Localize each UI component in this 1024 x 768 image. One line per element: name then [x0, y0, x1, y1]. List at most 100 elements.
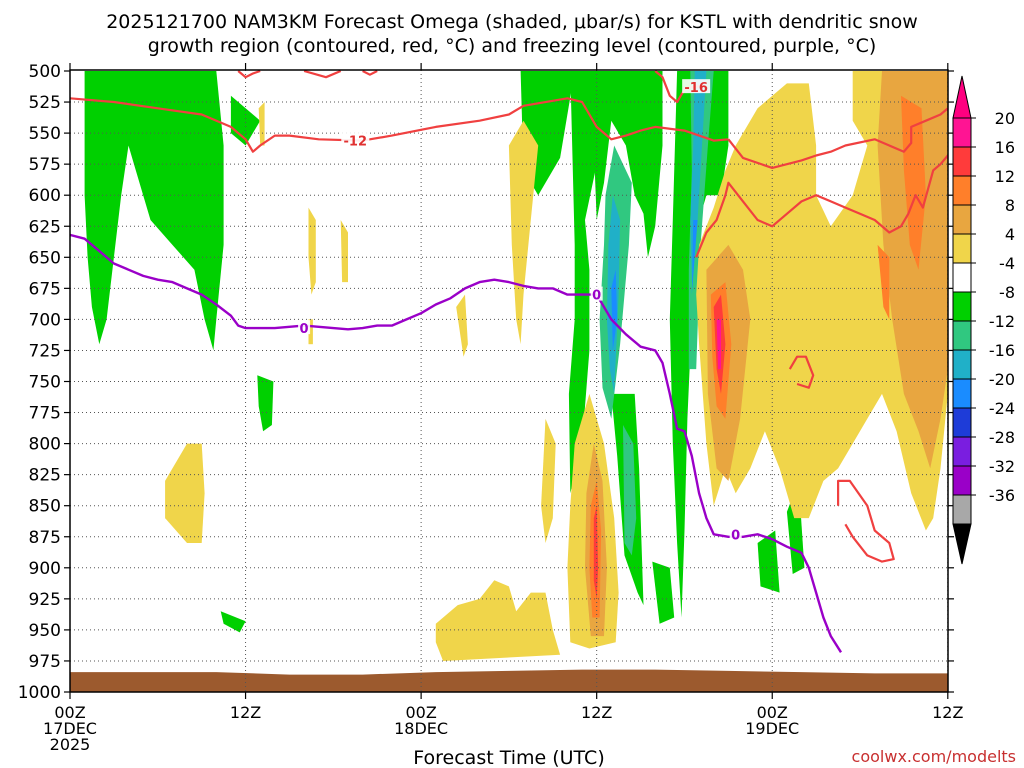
omega-region-16 [669, 71, 729, 618]
omega-region-1 [113, 71, 224, 351]
dendritic-contour-6 [695, 154, 948, 258]
colorbar-bin-5 [952, 262, 972, 293]
x-tick-label: 00Z [405, 703, 436, 722]
y-tick-label: 600 [29, 186, 61, 206]
y-tick-label: 1000 [18, 683, 61, 703]
colorbar-bin-0 [952, 117, 972, 148]
omega-region-4 [220, 611, 246, 633]
omega-region-40 [165, 443, 205, 543]
x-tick-label: 12Z [230, 703, 261, 722]
dendritic-contour-7 [788, 355, 815, 389]
credit-text: coolwx.com/modelts [852, 747, 1016, 766]
omega-region-37 [340, 220, 348, 283]
colorbar-bin-10 [952, 407, 972, 438]
omega-region-34 [435, 580, 561, 661]
y-tick-label: 625 [29, 217, 61, 237]
dendritic-contour-3 [303, 70, 342, 79]
x-axis-label: Forecast Time (UTC) [413, 747, 604, 768]
colorbar-bin-9 [952, 378, 972, 409]
y-tick-label: 775 [29, 404, 61, 424]
y-tick-label: 550 [29, 124, 61, 144]
y-tick-label: 675 [29, 279, 61, 299]
y-tick-label: 875 [29, 528, 61, 548]
contour-label-bg [682, 79, 711, 94]
colorbar-top-arrow [952, 75, 972, 119]
freezing-label-bg [298, 320, 311, 335]
dendritic-contour-5 [727, 107, 948, 169]
omega-region-24 [877, 244, 890, 320]
colorbar-label: 16 [995, 138, 1015, 157]
colorbar-label: 20 [995, 109, 1015, 128]
omega-region-33 [593, 505, 599, 599]
y-tick-label: 800 [29, 435, 61, 455]
y-tick-label: 650 [29, 248, 61, 268]
colorbar-label: -4 [999, 254, 1015, 273]
colorbar-bin-4 [952, 233, 972, 264]
colorbar: 20 16 12 8 4 -4 -8 -12 -16 -20 -24 -28 -32 -36 [952, 75, 1015, 565]
chart-title-line2: growth region (contoured, red, °C) and f… [148, 35, 877, 57]
colorbar-bin-2 [952, 175, 972, 206]
freezing-label-bg [590, 286, 603, 301]
colorbar-label: 8 [1005, 196, 1015, 215]
colorbar-bin-6 [952, 291, 972, 322]
colorbar-label: 12 [995, 167, 1015, 186]
omega-region-36 [308, 207, 316, 295]
x-tick-label: 17DEC [43, 719, 97, 738]
x-tick-label: 12Z [581, 703, 612, 722]
y-tick-label: 925 [29, 590, 61, 610]
y-tick-label: 900 [29, 559, 61, 579]
x-tick-label: 18DEC [394, 719, 448, 738]
y-tick-label: 950 [29, 621, 61, 641]
colorbar-label: -36 [989, 486, 1015, 505]
y-tick-label: 850 [29, 497, 61, 517]
colorbar-bin-11 [952, 436, 972, 467]
omega-region-7 [589, 71, 663, 258]
omega-region-28 [508, 120, 539, 345]
contour-label: -12 [344, 135, 368, 150]
y-axis: 500 525 550 575 600 625 650 675 700 725 750 775 800 8… [18, 62, 954, 703]
dendritic-contour-8 [836, 479, 895, 563]
contour-label: -16 [684, 81, 708, 96]
dendritic-contour-4 [362, 70, 378, 76]
freezing-label: 0 [731, 528, 740, 543]
surface-terrain [70, 669, 948, 692]
omega-region-6 [568, 71, 597, 494]
y-tick-label: 975 [29, 652, 61, 672]
omega-region-9 [652, 561, 675, 624]
colorbar-bin-13 [952, 494, 972, 525]
y-tick-label: 500 [29, 62, 61, 82]
y-tick-label: 825 [29, 466, 61, 486]
chart-title-line1: 2025121700 NAM3KM Forecast Omega (shaded… [106, 11, 918, 33]
freezing-label: 0 [592, 289, 601, 304]
omega-region-35 [456, 294, 468, 357]
omega-region-27 [716, 319, 721, 370]
colorbar-bin-3 [952, 204, 972, 235]
colorbar-label: -24 [989, 399, 1015, 418]
omega-region-13 [623, 425, 637, 556]
dendritic-contour-2 [237, 70, 261, 79]
colorbar-bottom-arrow [952, 523, 972, 565]
colorbar-label: 4 [1005, 225, 1015, 244]
contour-label-bg [341, 132, 370, 147]
y-tick-label: 700 [29, 310, 61, 330]
omega-region-0 [84, 71, 136, 345]
colorbar-label: -20 [989, 370, 1015, 389]
x-tick-label: 12Z [932, 703, 963, 722]
contour-labels: -12 -16 0 0 0 [298, 79, 742, 543]
omega-region-29 [541, 418, 556, 543]
omega-region-10 [757, 530, 780, 593]
omega-region-23 [901, 95, 926, 270]
colorbar-bin-7 [952, 320, 972, 351]
x-tick-label: 2025 [50, 735, 91, 754]
x-tick-label: 00Z [757, 703, 788, 722]
colorbar-label: -12 [989, 312, 1015, 331]
dendritic-contours [70, 70, 948, 563]
y-tick-label: 575 [29, 155, 61, 175]
omega-region-15 [611, 269, 618, 351]
colorbar-label: -28 [989, 428, 1015, 447]
freezing-label-bg [729, 526, 742, 541]
colorbar-bin-1 [952, 146, 972, 177]
colorbar-label: -32 [989, 457, 1015, 476]
surface-band [70, 669, 948, 692]
omega-region-3 [257, 375, 274, 432]
